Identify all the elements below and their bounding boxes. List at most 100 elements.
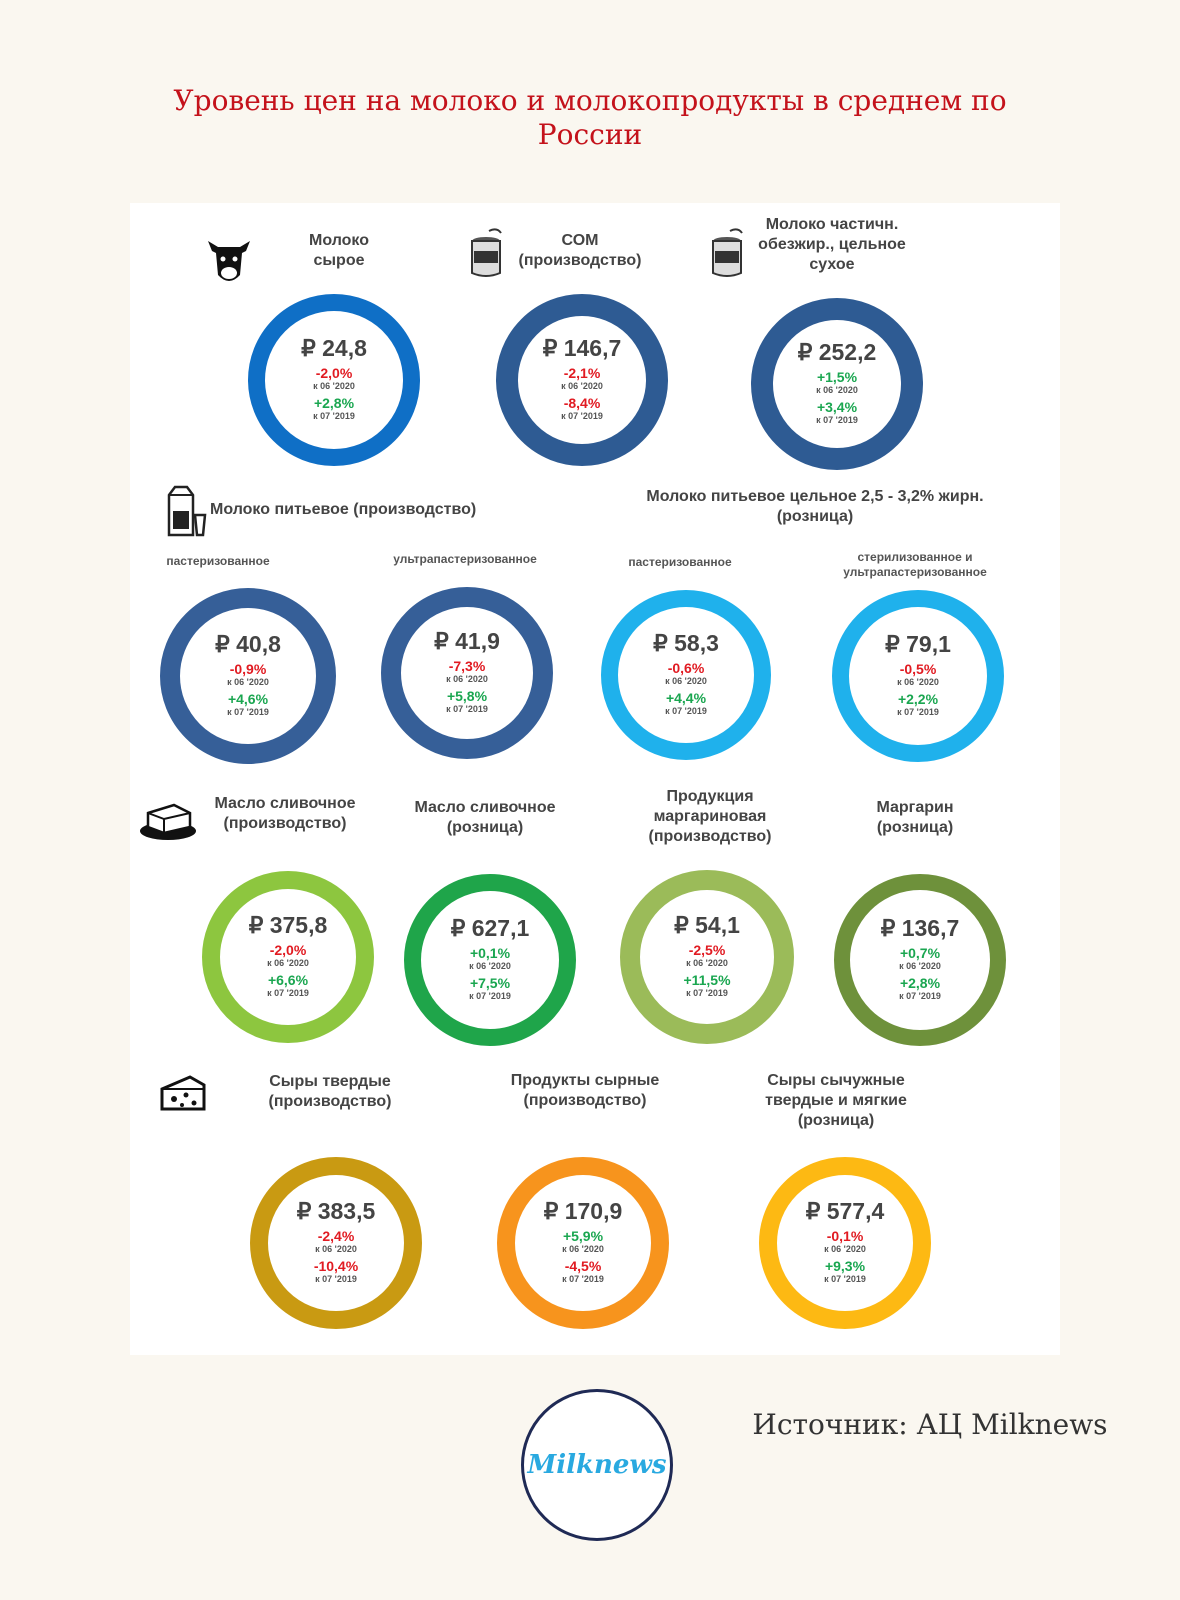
section-label-drinking-milk-production: Молоко питьевое (производство) <box>210 501 477 518</box>
donut-kpi: ₽ 58,3 -0,6% к 06 '2020 +4,4% к 07 '2019 <box>601 590 771 760</box>
kpi-change-month: -2,1% <box>563 364 601 381</box>
kpi-price: ₽ 383,5 <box>296 1197 376 1224</box>
kpi-change-month: +5,9% <box>562 1227 604 1244</box>
kpi-month-ref: к 06 '2020 <box>267 957 309 968</box>
kpi-change-year: +9,3% <box>824 1257 866 1274</box>
kpi-year-ref: к 07 '2019 <box>897 706 939 717</box>
kpi-month-ref: к 06 '2020 <box>313 380 355 391</box>
donut-kpi: ₽ 41,9 -7,3% к 06 '2020 +5,8% к 07 '2019 <box>381 587 553 759</box>
cow-icon <box>206 235 252 287</box>
kpi-price: ₽ 24,8 <box>301 334 367 361</box>
kpi-year-ref: к 07 '2019 <box>562 1273 604 1284</box>
kpi-change-month: +0,1% <box>469 944 511 961</box>
kpi-price: ₽ 375,8 <box>248 911 328 938</box>
kpi-label: Молоко сырое <box>309 232 369 269</box>
kpi-change-year: +4,6% <box>227 690 269 707</box>
milk-powder-can-icon <box>710 227 744 279</box>
donut-kpi: ₽ 252,2 +1,5% к 06 '2020 +3,4% к 07 '2019 <box>751 298 923 470</box>
donut-kpi: ₽ 79,1 -0,5% к 06 '2020 +2,2% к 07 '2019 <box>832 590 1004 762</box>
kpi-year-ref: к 07 '2019 <box>686 987 728 998</box>
kpi-change-year: -10,4% <box>313 1257 359 1274</box>
kpi-month-ref: к 06 '2020 <box>816 384 858 395</box>
kpi-change-year: -4,5% <box>564 1257 602 1274</box>
kpi-label: Сыры сычужные твердые и мягкие (розница) <box>765 1072 907 1129</box>
donut-kpi: ₽ 24,8 -2,0% к 06 '2020 +2,8% к 07 '2019 <box>248 294 420 466</box>
kpi-change-year: +2,8% <box>899 974 941 991</box>
kpi-year-ref: к 07 '2019 <box>469 990 511 1001</box>
kpi-year-ref: к 07 '2019 <box>665 705 707 716</box>
kpi-change-month: -2,5% <box>688 941 726 958</box>
kpi-label: Маргарин (розница) <box>876 799 954 836</box>
kpi-month-ref: к 06 '2020 <box>227 676 269 687</box>
donut-kpi: ₽ 146,7 -2,1% к 06 '2020 -8,4% к 07 '2019 <box>496 294 668 466</box>
kpi-change-month: -0,9% <box>229 660 267 677</box>
kpi-year-ref: к 07 '2019 <box>315 1273 357 1284</box>
infographic-panel: Молоко сырое СОМ (производство) Молоко части… <box>130 203 1060 1355</box>
kpi-price: ₽ 170,9 <box>543 1197 623 1224</box>
donut-kpi: ₽ 170,9 +5,9% к 06 '2020 -4,5% к 07 '2019 <box>497 1157 669 1329</box>
milk-carton-glass-icon <box>163 485 207 537</box>
logo-text: Milknews <box>527 1450 667 1480</box>
kpi-label: ультрапастеризованное <box>393 552 537 566</box>
kpi-year-ref: к 07 '2019 <box>816 414 858 425</box>
kpi-month-ref: к 06 '2020 <box>686 957 728 968</box>
kpi-change-month: +1,5% <box>816 368 858 385</box>
kpi-change-year: +11,5% <box>683 971 731 988</box>
kpi-change-month: -0,1% <box>826 1227 864 1244</box>
kpi-change-month: -0,6% <box>667 659 705 676</box>
kpi-year-ref: к 07 '2019 <box>227 706 269 717</box>
kpi-price: ₽ 577,4 <box>805 1197 885 1224</box>
kpi-change-month: +0,7% <box>899 944 941 961</box>
kpi-change-year: +5,8% <box>446 687 488 704</box>
donut-kpi: ₽ 627,1 +0,1% к 06 '2020 +7,5% к 07 '2019 <box>404 874 576 1046</box>
kpi-year-ref: к 07 '2019 <box>824 1273 866 1284</box>
donut-kpi: ₽ 375,8 -2,0% к 06 '2020 +6,6% к 07 '2019 <box>202 871 374 1043</box>
donut-kpi: ₽ 54,1 -2,5% к 06 '2020 +11,5% к 07 '2019 <box>620 870 794 1044</box>
section-label-drinking-milk-retail: Молоко питьевое цельное 2,5 - 3,2% жирн.… <box>646 488 984 525</box>
kpi-change-year: +6,6% <box>267 971 309 988</box>
donut-kpi: ₽ 40,8 -0,9% к 06 '2020 +4,6% к 07 '2019 <box>160 588 336 764</box>
kpi-price: ₽ 136,7 <box>880 914 960 941</box>
kpi-change-year: +7,5% <box>469 974 511 991</box>
kpi-price: ₽ 40,8 <box>215 630 281 657</box>
kpi-price: ₽ 252,2 <box>797 338 877 365</box>
milknews-logo[interactable]: Milknews <box>521 1389 673 1541</box>
donut-kpi: ₽ 577,4 -0,1% к 06 '2020 +9,3% к 07 '2019 <box>759 1157 931 1329</box>
kpi-label: стерилизованное и ультрапастеризованное <box>843 550 987 579</box>
kpi-price: ₽ 41,9 <box>434 627 500 654</box>
kpi-price: ₽ 627,1 <box>450 914 530 941</box>
kpi-change-year: +2,2% <box>897 690 939 707</box>
source-text: Источник: АЦ Milknews <box>752 1408 1108 1441</box>
kpi-label: Сыры твердые (производство) <box>268 1073 392 1110</box>
kpi-change-year: +4,4% <box>665 689 707 706</box>
kpi-change-year: +2,8% <box>313 394 355 411</box>
kpi-month-ref: к 06 '2020 <box>315 1243 357 1254</box>
donut-kpi: ₽ 383,5 -2,4% к 06 '2020 -10,4% к 07 '2019 <box>250 1157 422 1329</box>
kpi-month-ref: к 06 '2020 <box>561 380 603 391</box>
donut-kpi: ₽ 136,7 +0,7% к 06 '2020 +2,8% к 07 '2019 <box>834 874 1006 1046</box>
kpi-year-ref: к 07 '2019 <box>446 703 488 714</box>
kpi-label: пастеризованное <box>166 554 270 568</box>
kpi-price: ₽ 58,3 <box>653 629 719 656</box>
page-title: Уровень цен на молоко и молокопродукты в… <box>173 84 1007 151</box>
kpi-label: Масло сливочное (розница) <box>414 799 556 836</box>
kpi-change-year: +3,4% <box>816 398 858 415</box>
kpi-change-month: -2,0% <box>269 941 307 958</box>
kpi-label: Молоко частичн. обезжир., цельное сухое <box>758 216 906 273</box>
kpi-month-ref: к 06 '2020 <box>897 676 939 687</box>
butter-icon <box>138 799 198 843</box>
kpi-change-month: -2,4% <box>317 1227 355 1244</box>
kpi-month-ref: к 06 '2020 <box>899 960 941 971</box>
kpi-label: Продукция маргариновая (производство) <box>648 788 772 845</box>
kpi-change-year: -8,4% <box>563 394 601 411</box>
kpi-year-ref: к 07 '2019 <box>267 987 309 998</box>
kpi-year-ref: к 07 '2019 <box>561 410 603 421</box>
kpi-label: Продукты сырные (производство) <box>510 1072 660 1109</box>
kpi-change-month: -0,5% <box>899 660 937 677</box>
kpi-month-ref: к 06 '2020 <box>824 1243 866 1254</box>
kpi-change-month: -7,3% <box>448 657 486 674</box>
kpi-change-month: -2,0% <box>315 364 353 381</box>
milk-powder-can-icon <box>469 227 503 279</box>
kpi-label: пастеризованное <box>628 555 732 569</box>
kpi-price: ₽ 79,1 <box>885 630 951 657</box>
